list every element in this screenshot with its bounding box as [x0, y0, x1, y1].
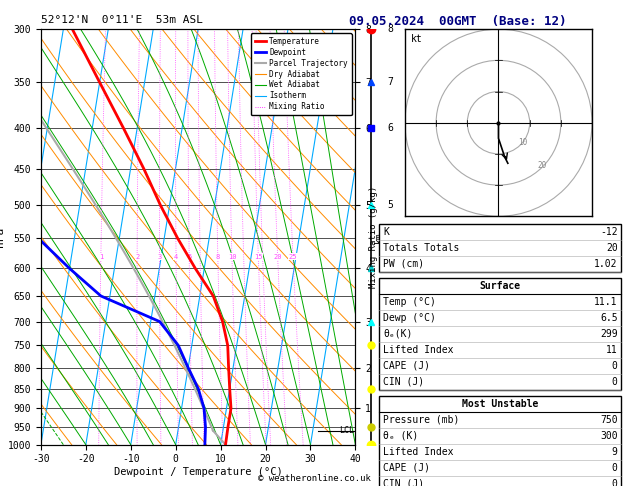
Text: LCL: LCL	[339, 426, 354, 435]
Text: 3: 3	[157, 254, 162, 260]
Text: 11: 11	[606, 345, 618, 355]
Text: Dewp (°C): Dewp (°C)	[383, 312, 436, 323]
Text: PW (cm): PW (cm)	[383, 259, 424, 269]
Text: Lifted Index: Lifted Index	[383, 345, 454, 355]
Legend: Temperature, Dewpoint, Parcel Trajectory, Dry Adiabat, Wet Adiabat, Isotherm, Mi: Temperature, Dewpoint, Parcel Trajectory…	[251, 33, 352, 115]
Text: 750: 750	[600, 415, 618, 425]
Text: Most Unstable: Most Unstable	[462, 399, 538, 409]
Text: 20: 20	[606, 243, 618, 253]
Text: 4: 4	[387, 263, 393, 274]
Text: 0: 0	[612, 361, 618, 371]
Text: CIN (J): CIN (J)	[383, 377, 424, 387]
Text: CIN (J): CIN (J)	[383, 479, 424, 486]
Text: Pressure (mb): Pressure (mb)	[383, 415, 459, 425]
Text: 2: 2	[135, 254, 139, 260]
Text: K: K	[383, 226, 389, 237]
Text: 09.05.2024  00GMT  (Base: 12): 09.05.2024 00GMT (Base: 12)	[349, 15, 567, 28]
Text: 9: 9	[612, 447, 618, 457]
Text: 20: 20	[274, 254, 282, 260]
Text: 1: 1	[387, 403, 393, 413]
Text: 8: 8	[216, 254, 220, 260]
Text: 1: 1	[99, 254, 103, 260]
Text: kt: kt	[411, 34, 423, 44]
Text: -12: -12	[600, 226, 618, 237]
Text: 11.1: 11.1	[594, 296, 618, 307]
Text: 15: 15	[254, 254, 262, 260]
Text: 20: 20	[537, 160, 547, 170]
Text: CAPE (J): CAPE (J)	[383, 361, 430, 371]
Text: 0: 0	[612, 479, 618, 486]
Text: Lifted Index: Lifted Index	[383, 447, 454, 457]
Text: 52°12'N  0°11'E  53m ASL: 52°12'N 0°11'E 53m ASL	[41, 15, 203, 25]
Y-axis label: km
ASL: km ASL	[374, 228, 396, 246]
Text: 3: 3	[387, 316, 393, 327]
Text: Temp (°C): Temp (°C)	[383, 296, 436, 307]
Y-axis label: hPa: hPa	[0, 227, 5, 247]
Text: 6: 6	[387, 123, 393, 134]
Text: θₑ(K): θₑ(K)	[383, 329, 413, 339]
Text: Surface: Surface	[480, 280, 521, 291]
X-axis label: Dewpoint / Temperature (°C): Dewpoint / Temperature (°C)	[114, 467, 282, 477]
Text: 25: 25	[289, 254, 298, 260]
Text: 300: 300	[600, 431, 618, 441]
Text: 4: 4	[174, 254, 178, 260]
Text: 5: 5	[187, 254, 191, 260]
Text: 10: 10	[228, 254, 236, 260]
Text: Mixing Ratio (g/kg): Mixing Ratio (g/kg)	[369, 186, 379, 288]
Text: 2: 2	[387, 363, 393, 373]
Text: CAPE (J): CAPE (J)	[383, 463, 430, 473]
Text: 10: 10	[518, 138, 527, 147]
Text: 6.5: 6.5	[600, 312, 618, 323]
Text: © weatheronline.co.uk: © weatheronline.co.uk	[258, 474, 371, 483]
Text: 1.02: 1.02	[594, 259, 618, 269]
Text: 8: 8	[387, 24, 393, 34]
Text: θₑ (K): θₑ (K)	[383, 431, 418, 441]
Text: 0: 0	[612, 377, 618, 387]
Text: 5: 5	[387, 200, 393, 210]
Text: 0: 0	[612, 463, 618, 473]
Text: Totals Totals: Totals Totals	[383, 243, 459, 253]
Text: 299: 299	[600, 329, 618, 339]
Text: 7: 7	[387, 77, 393, 87]
